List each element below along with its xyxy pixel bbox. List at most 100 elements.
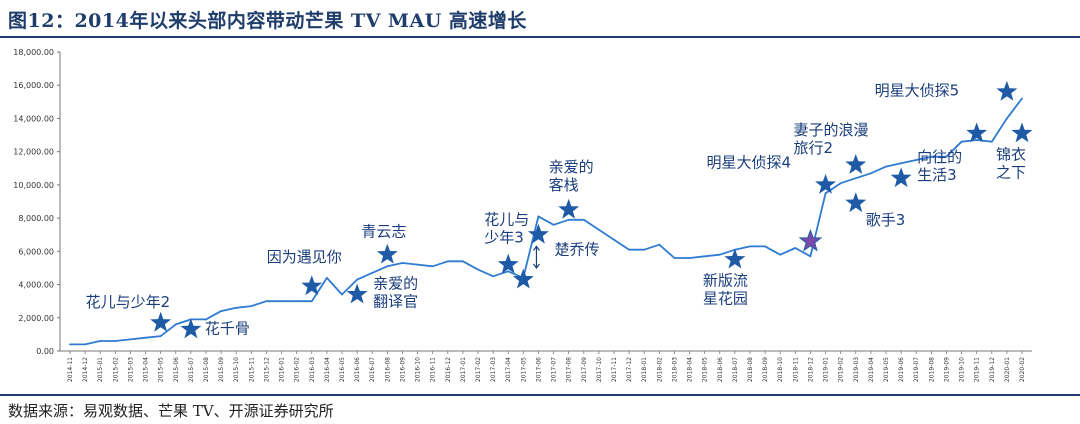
y-tick-label: 16,000.00 xyxy=(13,81,54,90)
data-point xyxy=(69,343,71,346)
x-tick-label: 2015-06 xyxy=(173,357,180,382)
data-point xyxy=(325,277,328,279)
data-point xyxy=(416,263,419,266)
x-tick-label: 2016-05 xyxy=(339,357,346,382)
x-tick-label: 2019-06 xyxy=(898,357,905,382)
x-tick-label: 2018-09 xyxy=(762,357,769,382)
annotation-star-icon xyxy=(376,243,398,264)
x-tick-label: 2019-12 xyxy=(989,357,996,382)
x-tick-label: 2016-02 xyxy=(294,357,301,382)
x-tick-label: 2018-06 xyxy=(717,357,724,382)
x-tick-label: 2016-06 xyxy=(354,357,361,382)
data-point xyxy=(220,310,223,313)
arrow-head-down-icon xyxy=(532,263,540,269)
data-point xyxy=(749,245,751,248)
data-point xyxy=(809,255,812,258)
data-point xyxy=(1005,117,1008,120)
x-tick-label: 2017-12 xyxy=(626,357,633,382)
x-tick-label: 2014-12 xyxy=(82,357,89,382)
x-tick-label: 2017-07 xyxy=(551,357,558,382)
x-tick-label: 2017-04 xyxy=(505,357,512,382)
x-tick-label: 2016-08 xyxy=(384,357,391,382)
x-tick-label: 2019-03 xyxy=(853,357,860,382)
data-point xyxy=(582,218,585,221)
annotation-label: 楚乔传 xyxy=(554,241,599,259)
x-tick-label: 2017-06 xyxy=(535,357,542,382)
x-tick-label: 2018-11 xyxy=(792,357,799,382)
x-tick-label: 2018-08 xyxy=(747,357,754,382)
data-point xyxy=(673,257,676,259)
data-point xyxy=(900,162,903,165)
data-point xyxy=(764,245,767,248)
x-tick-label: 2018-02 xyxy=(656,357,663,382)
y-tick-label: 2,000.00 xyxy=(18,314,54,323)
annotation-label: 明星大侦探5 xyxy=(875,81,960,99)
annotation-label: 新版流星花园 xyxy=(703,272,748,308)
x-tick-label: 2018-03 xyxy=(671,357,678,382)
annotation-star-icon xyxy=(1011,122,1033,143)
annotation-label: 因为遇见你 xyxy=(267,248,342,266)
data-point xyxy=(613,238,615,241)
data-point xyxy=(159,335,162,337)
data-point xyxy=(507,270,510,273)
data-point xyxy=(114,340,117,342)
annotation-label: 花儿与少年3 xyxy=(484,211,529,247)
data-point xyxy=(703,255,706,258)
x-tick-label: 2017-02 xyxy=(475,357,482,382)
x-tick-label: 2019-01 xyxy=(823,357,830,382)
y-tick-label: 6,000.00 xyxy=(18,247,54,256)
data-point xyxy=(129,338,132,341)
chart-title: 图12：2014年以来头部内容带动芒果 TV MAU 高速增长 xyxy=(8,10,527,32)
data-point xyxy=(915,159,918,161)
data-point xyxy=(945,155,948,158)
annotation-label: 妻子的浪漫旅行2 xyxy=(794,121,869,157)
x-tick-label: 2019-02 xyxy=(838,357,845,382)
x-tick-label: 2020-02 xyxy=(1019,357,1026,382)
data-point xyxy=(885,165,887,168)
data-point xyxy=(144,336,147,339)
annotation-label: 亲爱的翻译官 xyxy=(373,275,418,311)
annotation-label: 亲爱的客栈 xyxy=(549,158,594,194)
x-tick-label: 2015-09 xyxy=(218,357,225,382)
annotation-star-icon xyxy=(346,283,368,304)
y-tick-label: 10,000.00 xyxy=(13,181,54,190)
x-tick-label: 2014-11 xyxy=(67,357,74,382)
data-point xyxy=(235,306,238,309)
mau-series-line xyxy=(70,97,1023,346)
y-tick-label: 4,000.00 xyxy=(18,281,54,290)
top-rule xyxy=(0,36,1080,38)
x-tick-label: 2017-09 xyxy=(581,357,588,382)
annotation-label: 花儿与少年2 xyxy=(86,293,171,311)
mau-line-chart: 0.00 2,000.00 4,000.00 6,000.00 8,000.00 10,0… xyxy=(13,48,1033,382)
data-point xyxy=(658,243,661,246)
bottom-rule xyxy=(0,394,1080,396)
annotation-label: 向往的生活3 xyxy=(917,148,962,184)
x-tick-label: 2015-08 xyxy=(203,357,210,382)
data-point xyxy=(628,248,631,251)
annotation-star-icon xyxy=(845,192,867,213)
data-point xyxy=(431,265,434,268)
x-tick-label: 2019-05 xyxy=(883,357,890,382)
x-tick-label: 2015-12 xyxy=(263,357,270,382)
data-point xyxy=(401,262,404,264)
x-tick-label: 2020-01 xyxy=(1004,357,1011,382)
source-note: 数据来源：易观数据、芒果 TV、开源证券研究所 xyxy=(8,402,334,420)
annotation-star-icon xyxy=(301,275,323,296)
data-point xyxy=(930,155,933,158)
x-tick-label: 2018-01 xyxy=(641,357,648,382)
x-tick-label: 2018-12 xyxy=(807,357,814,382)
x-tick-label: 2015-04 xyxy=(143,357,150,382)
annotation-star-icon xyxy=(497,253,519,274)
annotation-star-icon xyxy=(180,318,202,339)
x-tick-label: 2016-09 xyxy=(399,357,406,382)
annotation-label: 花千骨 xyxy=(205,319,250,337)
data-point xyxy=(84,343,87,346)
data-point xyxy=(265,300,268,303)
x-tick-label: 2019-07 xyxy=(913,357,920,382)
data-point xyxy=(960,140,963,143)
data-point xyxy=(643,248,646,251)
annotation-star-icon xyxy=(996,80,1018,101)
data-point xyxy=(824,192,827,195)
x-tick-label: 2015-02 xyxy=(112,357,119,382)
x-tick-label: 2015-07 xyxy=(188,357,195,382)
